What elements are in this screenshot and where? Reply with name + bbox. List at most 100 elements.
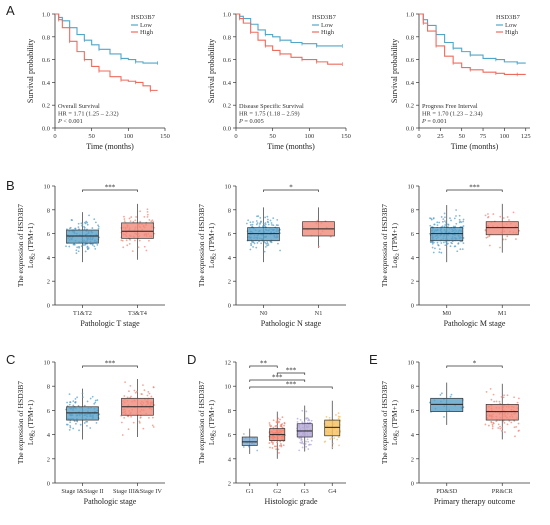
data-point	[126, 244, 129, 247]
x-tick-label: PR&CR	[492, 488, 514, 495]
data-point	[316, 219, 319, 222]
data-point	[440, 392, 443, 395]
data-point	[497, 423, 500, 426]
y-tick-label: 4	[411, 432, 415, 439]
data-point	[266, 242, 269, 245]
data-point	[273, 445, 276, 448]
significance-label: ***	[272, 374, 283, 382]
data-point	[276, 441, 278, 444]
data-point	[449, 395, 452, 398]
data-point	[303, 421, 306, 424]
data-point	[72, 427, 75, 430]
data-point	[262, 222, 265, 225]
data-point	[74, 398, 77, 400]
x-tick-label: 50	[269, 133, 276, 140]
data-point	[134, 391, 137, 394]
data-point	[142, 384, 144, 387]
y-tick-label: 0.2	[42, 103, 50, 110]
data-point	[275, 448, 278, 451]
y-axis-subtitle: Log2 (TPM+1)	[26, 222, 37, 268]
data-point	[488, 235, 491, 238]
data-point	[444, 220, 446, 223]
data-point	[269, 446, 271, 449]
data-point	[94, 399, 97, 402]
data-point	[510, 421, 513, 424]
data-point	[129, 220, 132, 222]
data-point	[151, 416, 154, 419]
chart-bxM: 0 2 4 6 8 10 M0 M1 *** Pathologic M stage The expr…	[380, 184, 530, 328]
x-tick-label: PD&SD	[436, 488, 457, 495]
data-point	[75, 422, 77, 425]
data-point	[277, 242, 279, 245]
panel-letter-e: E	[369, 352, 378, 367]
data-point	[142, 427, 145, 430]
data-point	[489, 387, 492, 390]
data-point	[278, 444, 281, 447]
data-point	[69, 424, 72, 427]
data-point	[264, 245, 267, 248]
data-point	[329, 438, 332, 440]
data-point	[508, 219, 510, 221]
data-point	[299, 418, 302, 421]
y-tick-label: 0.8	[406, 34, 414, 41]
data-point	[302, 442, 305, 445]
significance-label: ***	[105, 360, 116, 368]
data-point	[443, 212, 446, 215]
data-point	[256, 222, 259, 224]
y-tick-label: 4	[228, 456, 232, 463]
data-point	[135, 390, 138, 393]
data-point	[457, 242, 460, 245]
data-point	[252, 246, 254, 248]
data-point	[455, 222, 458, 225]
data-point	[150, 220, 153, 223]
data-point	[150, 395, 153, 398]
significance-bracket	[82, 365, 138, 368]
data-point	[91, 395, 94, 398]
data-point	[68, 393, 71, 395]
data-point	[429, 224, 432, 227]
data-point	[337, 417, 340, 420]
x-tick-label: 25	[437, 133, 444, 140]
y-tick-label: 0.8	[42, 34, 50, 41]
y-tick-label: 10	[44, 360, 51, 367]
data-point	[438, 248, 441, 251]
y-tick-label: 10	[225, 384, 232, 391]
data-point	[272, 217, 275, 219]
data-point	[81, 392, 84, 395]
box-body	[296, 423, 313, 438]
data-point	[323, 441, 326, 443]
data-point	[271, 223, 273, 226]
data-point	[121, 434, 124, 436]
data-point	[128, 217, 131, 220]
data-point	[283, 422, 286, 425]
data-point	[274, 425, 277, 428]
data-point	[263, 250, 266, 253]
data-point	[503, 394, 506, 397]
y-axis-title: Survival probability	[390, 39, 399, 103]
y-tick-label: 2	[47, 456, 50, 463]
data-point	[495, 400, 498, 403]
data-point	[301, 446, 304, 449]
data-point	[308, 443, 311, 446]
data-point	[517, 422, 520, 425]
data-point	[333, 437, 336, 440]
data-point	[277, 421, 280, 424]
legend-label-low: Low	[505, 22, 517, 29]
data-point	[495, 420, 498, 423]
data-point	[93, 245, 96, 248]
x-tick-label: 50	[88, 133, 95, 140]
data-point	[78, 429, 80, 432]
data-point	[93, 218, 96, 221]
box-body	[485, 404, 519, 421]
data-point	[135, 216, 138, 218]
data-point	[506, 394, 509, 397]
data-point	[127, 428, 130, 431]
data-point	[84, 250, 87, 253]
data-point	[242, 446, 245, 448]
km-curve-high	[419, 13, 526, 75]
y-tick-label: 0.0	[406, 126, 414, 133]
data-point	[462, 220, 465, 223]
y-tick-label: 0.6	[42, 57, 51, 64]
km-annotation: Overall Survival	[58, 103, 100, 110]
x-axis-title: Pathologic N stage	[261, 319, 322, 328]
